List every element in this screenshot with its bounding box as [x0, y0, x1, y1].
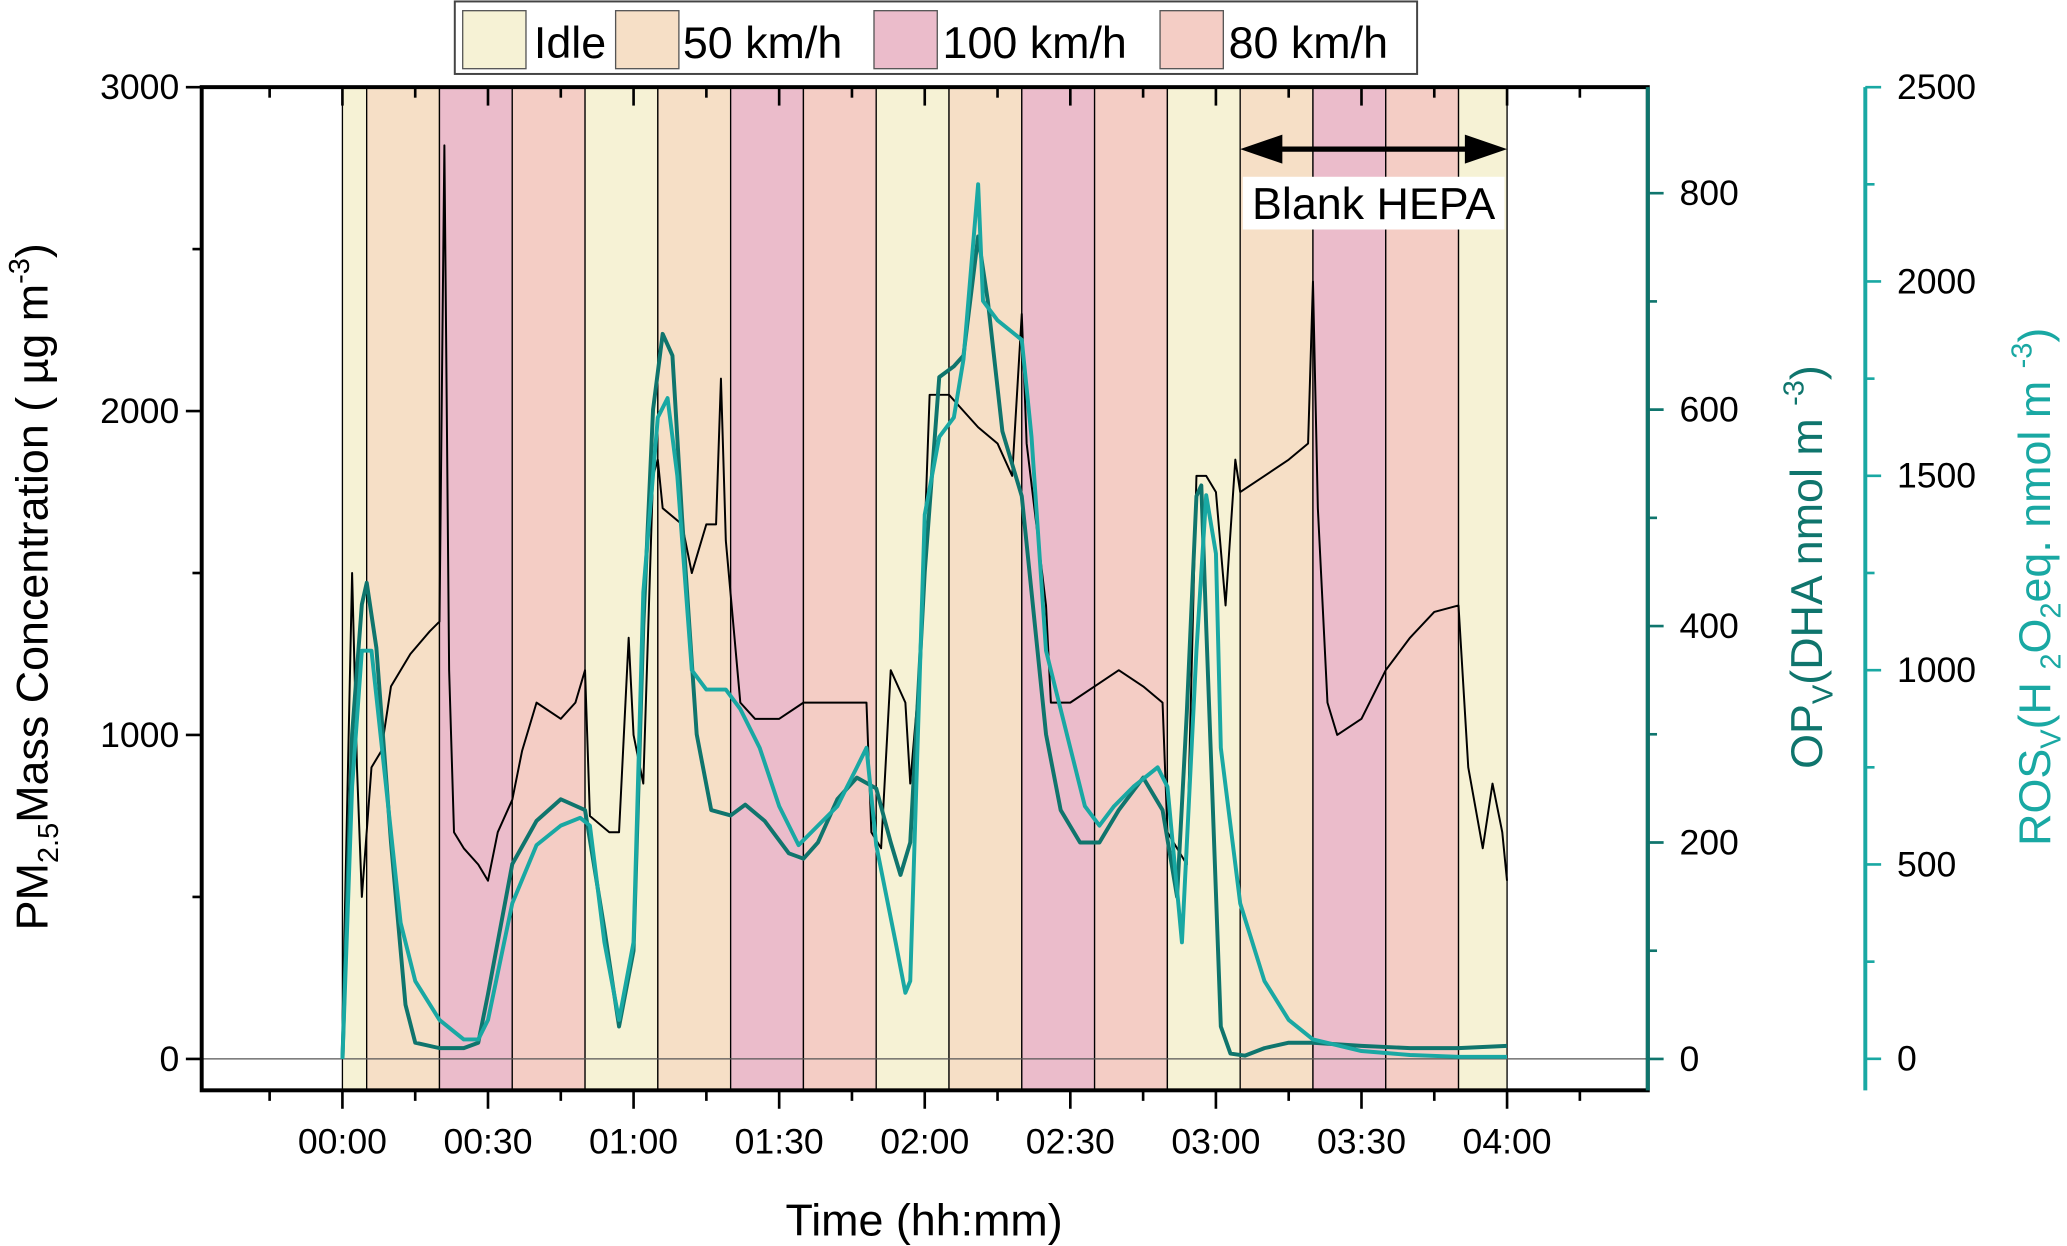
ros-axis-label: ROSV(H 2O2eq. nmol m -3)	[2006, 328, 2067, 846]
band-50kmh	[948, 86, 1023, 1091]
band-100kmh	[729, 86, 805, 1091]
arrow-head-left	[1240, 134, 1283, 164]
speed-bands	[201, 86, 1648, 1091]
arrow-head-right	[1464, 134, 1508, 164]
ros-tick-label: 0	[1897, 1039, 1917, 1079]
op-tick-label: 0	[1679, 1039, 1699, 1079]
x-tick-label: 02:30	[1026, 1122, 1115, 1162]
band-idle	[1457, 86, 1508, 1091]
op-tick-label: 400	[1679, 606, 1738, 646]
x-tick-label: 00:30	[443, 1122, 532, 1162]
legend-swatch	[873, 10, 938, 70]
band-50kmh	[366, 86, 441, 1091]
legend-label: 50 km/h	[683, 18, 842, 68]
band-100kmh	[438, 86, 513, 1091]
op-axis-label: OPV(DHA nmol m -3)	[1778, 365, 1839, 769]
left-tick-label: 2000	[100, 391, 179, 431]
band-50kmh	[657, 86, 732, 1091]
ros-tick-label: 2500	[1897, 67, 1976, 107]
left-tick-label: 3000	[100, 67, 179, 107]
series-line-opv	[340, 234, 1508, 1060]
band-100kmh	[1312, 86, 1387, 1091]
series-line-pm25	[341, 144, 1508, 1027]
ros-tick-label: 1000	[1897, 650, 1976, 690]
annotation-background	[1242, 176, 1505, 230]
op-tick-label: 200	[1679, 822, 1738, 862]
legend-swatch	[462, 10, 527, 70]
x-tick-label: 01:30	[735, 1122, 824, 1162]
band-80kmh	[511, 86, 586, 1091]
legend-swatch	[1159, 10, 1224, 70]
op-tick-label: 600	[1679, 389, 1738, 429]
left-tick-label: 1000	[100, 715, 179, 755]
legend-swatch	[614, 10, 680, 70]
left-tick-label: 0	[159, 1039, 179, 1079]
x-tick-label: 01:00	[589, 1122, 678, 1162]
series-lines	[340, 144, 1508, 1060]
blank-hepa-annotation: Blank HEPA	[1240, 134, 1508, 230]
ros-tick-label: 2000	[1897, 261, 1976, 301]
left-axis-label: PM2.5Mass Concentration ( µg m-3)	[4, 243, 65, 930]
band-80kmh	[802, 86, 877, 1091]
legend-label: 80 km/h	[1229, 18, 1388, 68]
ros-tick-label: 1500	[1897, 456, 1976, 496]
x-tick-label: 03:00	[1171, 1122, 1260, 1162]
legend-label: 100 km/h	[943, 18, 1127, 68]
op-tick-label: 800	[1679, 173, 1738, 213]
legend-label: Idle	[534, 18, 606, 68]
annotation-text: Blank HEPA	[1252, 179, 1495, 229]
band-80kmh	[1093, 86, 1169, 1091]
axes: 00:00 00:30 01:00 01:30 02:00 02:30 03:00 03:30…	[100, 67, 1976, 1162]
series-line-rosv	[340, 182, 1508, 1059]
ros-tick-label: 500	[1897, 844, 1956, 884]
legend: Idle 50 km/h 100 km/h 80 km/h	[453, 0, 1419, 75]
x-tick-label: 02:00	[880, 1122, 969, 1162]
x-tick-label: 00:00	[298, 1122, 387, 1162]
band-80kmh	[1385, 86, 1460, 1091]
x-tick-label: 04:00	[1463, 1122, 1552, 1162]
x-axis-label: Time (hh:mm)	[786, 1195, 1063, 1245]
x-tick-label: 03:30	[1317, 1122, 1406, 1162]
